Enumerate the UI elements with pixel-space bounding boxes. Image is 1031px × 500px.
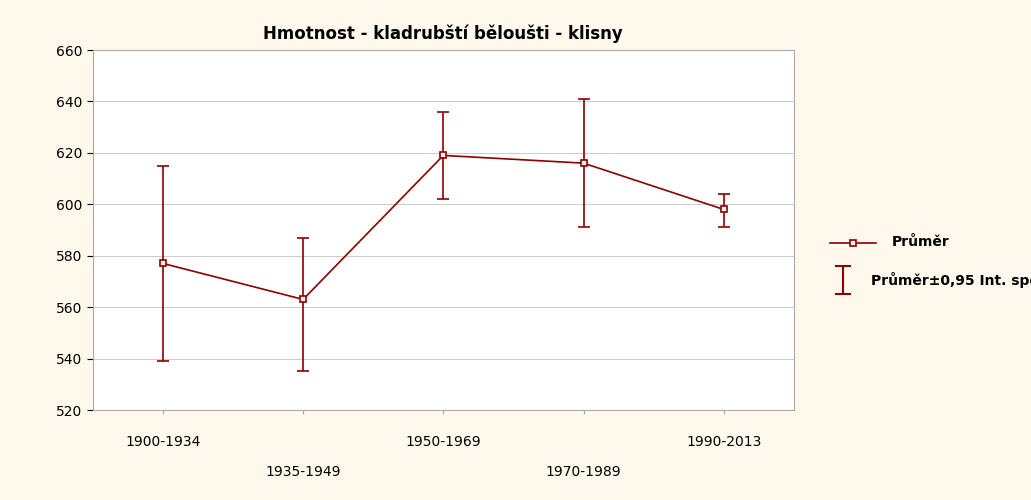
Title: Hmotnost - kladrubští běloušti - klisny: Hmotnost - kladrubští běloušti - klisny xyxy=(264,24,623,43)
Text: 1900-1934: 1900-1934 xyxy=(125,435,201,449)
Text: Průměr±0,95 Int. spolehl.: Průměr±0,95 Int. spolehl. xyxy=(871,272,1031,288)
Text: 1950-1969: 1950-1969 xyxy=(405,435,481,449)
Text: 1970-1989: 1970-1989 xyxy=(545,465,622,479)
Text: 1935-1949: 1935-1949 xyxy=(265,465,341,479)
Text: 1990-2013: 1990-2013 xyxy=(686,435,762,449)
Text: Průměr: Průměr xyxy=(892,236,950,250)
